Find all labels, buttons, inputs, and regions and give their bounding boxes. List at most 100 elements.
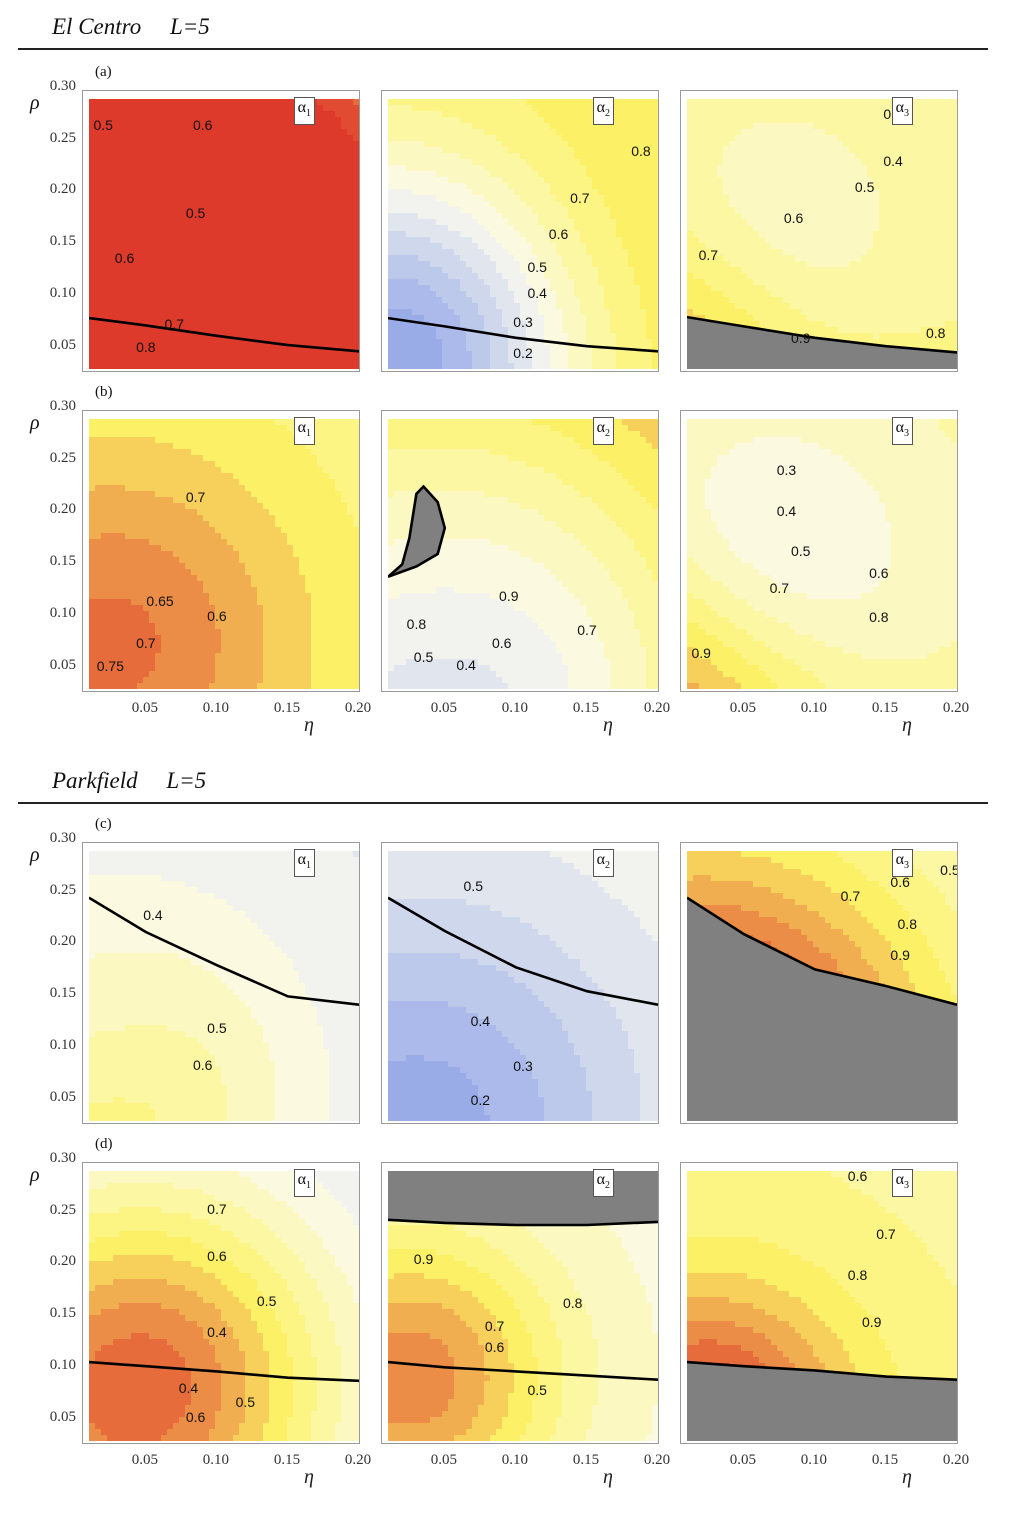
contour-cell [197,171,204,178]
contour-cell [161,285,168,292]
contour-cell [305,189,312,196]
contour-cell [412,297,419,304]
contour-cell [508,291,515,298]
contour-cell [442,321,449,328]
contour-cell [556,141,563,148]
contour-cell [388,249,395,256]
contour-cell [137,357,144,364]
contour-cell [347,123,354,130]
contour-cell [466,357,473,364]
contour-cell [789,159,796,166]
contour-cell [759,219,766,226]
contour-cell [347,297,354,304]
contour-cell [777,327,784,334]
contour-cell [101,363,108,369]
contour-cell [161,291,168,298]
contour-cell [406,243,413,250]
contour-cell [592,279,599,286]
contour-cell [406,111,413,118]
contour-cell [191,99,198,106]
contour-cell [167,189,174,196]
contour-cell [711,237,718,244]
contour-cell [466,297,473,304]
contour-cell [634,339,641,346]
contour-cell [311,357,318,364]
contour-cell [741,291,748,298]
contour-cell [472,279,479,286]
contour-cell [311,333,318,340]
contour-cell [107,345,114,352]
contour-cell [448,201,455,208]
contour-cell [699,153,706,160]
contour-cell [628,267,635,274]
contour-cell [789,111,796,118]
contour-cell [185,231,192,238]
contour-cell [478,255,485,262]
contour-cell [143,135,150,142]
contour-cell [424,147,431,154]
contour-cell [568,111,575,118]
contour-cell [245,129,252,136]
contour-cell [179,141,186,148]
contour-cell [167,183,174,190]
contour-cell [221,363,228,369]
contour-cell [544,243,551,250]
contour-cell [227,243,234,250]
contour-cell [173,297,180,304]
contour-cell [532,291,539,298]
section-title: Parkfield L=5 [52,768,206,794]
contour-cell [191,357,198,364]
contour-cell [466,363,473,369]
contour-cell [418,153,425,160]
contour-cell [305,249,312,256]
contour-cell [143,345,150,352]
contour-cell [335,297,342,304]
contour-cell [586,189,593,196]
contour-cell [771,261,778,268]
contour-cell [568,99,575,106]
contour-cell [341,291,348,298]
contour-cell [209,189,216,196]
contour-cell [777,123,784,130]
contour-cell [143,183,150,190]
contour-cell [460,99,467,106]
contour-cell [113,171,120,178]
contour-cell [239,309,246,316]
contour-cell [101,279,108,286]
contour-cell [406,249,413,256]
contour-cell [281,285,288,292]
contour-cell [747,213,754,220]
contour-cell [101,345,108,352]
contour-cell [179,243,186,250]
contour-cell [341,363,348,369]
contour-cell [287,279,294,286]
contour-cell [640,111,647,118]
contour-cell [269,99,276,106]
contour-cell [394,249,401,256]
contour-cell [263,309,270,316]
contour-cell [783,243,790,250]
contour-cell [215,141,222,148]
contour-cell [245,333,252,340]
contour-cell [610,285,617,292]
contour-cell [191,141,198,148]
contour-cell [705,171,712,178]
contour-cell [777,129,784,136]
contour-cell [161,309,168,316]
contour-cell [520,237,527,244]
contour-cell [179,273,186,280]
contour-cell [317,177,324,184]
contour-cell [317,99,324,106]
contour-cell [634,165,641,172]
contour-cell [496,165,503,172]
contour-cell [203,117,210,124]
contour-cell [693,297,700,304]
contour-cell [717,249,724,256]
contour-cell [275,339,282,346]
contour-cell [693,261,700,268]
contour-cell [628,225,635,232]
contour-cell [161,165,168,172]
contour-cell [448,363,455,369]
contour-cell [478,153,485,160]
contour-cell [795,219,802,226]
